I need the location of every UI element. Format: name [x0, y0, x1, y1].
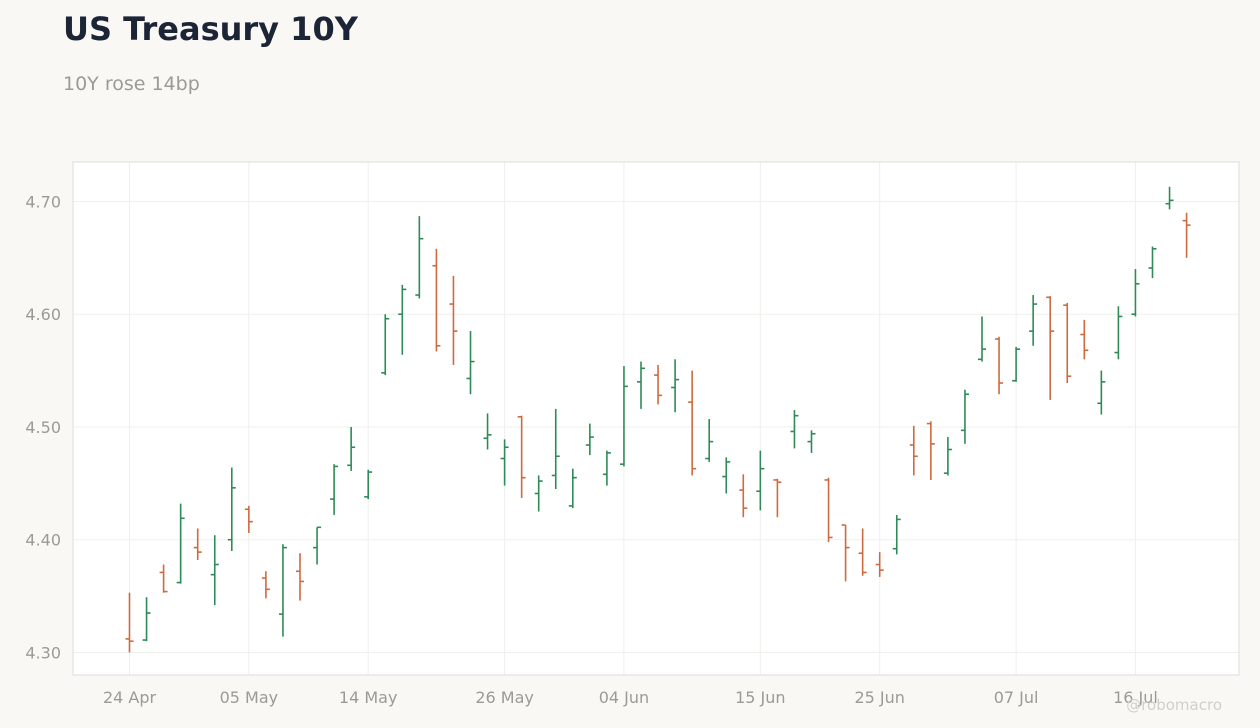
ohlc-bar [585, 423, 594, 456]
x-tick-label: 24 Apr [103, 688, 157, 707]
ohlc-bar [1063, 302, 1072, 383]
y-tick-label: 4.40 [25, 531, 61, 550]
ohlc-bar [500, 439, 509, 486]
ohlc-bar [841, 524, 850, 582]
ohlc-bar [978, 316, 986, 362]
ohlc-bar [995, 336, 1004, 395]
ohlc-bar [824, 477, 833, 542]
ohlc-bar [943, 437, 952, 476]
x-tick-label: 05 May [220, 688, 279, 707]
ohlc-bar [176, 503, 185, 584]
y-tick-label: 4.70 [25, 192, 61, 211]
ohlc-bar [892, 514, 901, 555]
ohlc-bar [960, 389, 969, 444]
ohlc-bar [364, 469, 373, 500]
ohlc-bar [381, 314, 390, 376]
ohlc-bar [858, 528, 867, 576]
ohlc-bar [142, 597, 151, 642]
ohlc-bar [278, 544, 287, 637]
ohlc-bar [330, 464, 339, 515]
ohlc-bar [637, 361, 645, 409]
ohlc-bar [756, 450, 765, 511]
ohlc-bar [1182, 212, 1191, 258]
page-title: US Treasury 10Y [63, 10, 358, 48]
ohlc-bar [671, 359, 680, 413]
ohlc-bar [722, 457, 731, 494]
ohlc-bar [313, 526, 322, 565]
ohlc-bar [466, 331, 475, 395]
plot-frame [72, 161, 1240, 676]
ohlc-bar [1080, 319, 1089, 360]
chart-subtitle: 10Y rose 14bp [63, 73, 200, 95]
ohlc-bar [244, 505, 253, 533]
ohlc-bar [449, 275, 458, 365]
x-tick-label: 04 Jun [599, 688, 649, 707]
x-tick-label: 07 Jul [994, 688, 1039, 707]
ohlc-bar [296, 553, 304, 601]
ohlc-bar [1097, 370, 1106, 415]
ohlc-bar [159, 564, 168, 593]
ohlc-bar [125, 592, 134, 653]
ohlc-bar [790, 410, 799, 449]
ohlc-bar [619, 366, 628, 467]
ohlc-bars [125, 186, 1191, 653]
ohlc-bar [193, 528, 202, 560]
ohlc-bar [432, 248, 441, 352]
y-tick-label: 4.50 [25, 418, 61, 437]
ohlc-bar [807, 430, 816, 453]
y-tick-label: 4.60 [25, 305, 61, 324]
ohlc-bar [415, 216, 424, 299]
ohlc-bar [227, 467, 236, 551]
ohlc-bar [1046, 296, 1055, 400]
y-tick-label: 4.30 [25, 643, 61, 662]
ohlc-bar [483, 413, 492, 450]
ohlc-bar [1148, 246, 1157, 279]
grid-lines [73, 162, 1239, 675]
ohlc-bar [398, 284, 407, 355]
ohlc-bar [347, 426, 356, 471]
ohlc-bar [705, 419, 714, 462]
ohlc-bar [739, 474, 748, 518]
x-tick-label: 25 Jun [854, 688, 904, 707]
watermark: @robomacro [1126, 696, 1222, 714]
ohlc-bar [517, 415, 526, 498]
ohlc-bar [1114, 306, 1123, 360]
x-tick-label: 26 May [475, 688, 534, 707]
ohlc-bar [1165, 186, 1174, 210]
ohlc-bar [909, 425, 918, 476]
ohlc-bar [534, 475, 543, 512]
ohlc-bar [568, 468, 577, 509]
ohlc-bar [1029, 295, 1038, 346]
ohlc-bar [1131, 269, 1140, 317]
x-tick-label: 16 Jul [1113, 688, 1158, 707]
plot-area [73, 162, 1239, 675]
x-axis-ticks: 24 Apr 05 May 14 May 26 May 04 Jun 15 Jun 25 J… [103, 688, 1158, 707]
x-tick-label: 14 May [339, 688, 398, 707]
ohlc-bar [261, 571, 270, 599]
ohlc-bar [551, 408, 560, 489]
ohlc-bar [654, 364, 663, 405]
ohlc-bar [688, 370, 697, 476]
ohlc-bar [926, 421, 935, 480]
x-tick-label: 15 Jun [735, 688, 785, 707]
y-axis-ticks: 4.30 4.40 4.50 4.60 4.70 [25, 192, 61, 662]
ohlc-bar [210, 535, 219, 606]
ohlc-bar [875, 552, 884, 577]
ohlc-bar [1012, 346, 1021, 382]
ohlc-bar [773, 478, 782, 518]
ohlc-bar [602, 450, 611, 486]
